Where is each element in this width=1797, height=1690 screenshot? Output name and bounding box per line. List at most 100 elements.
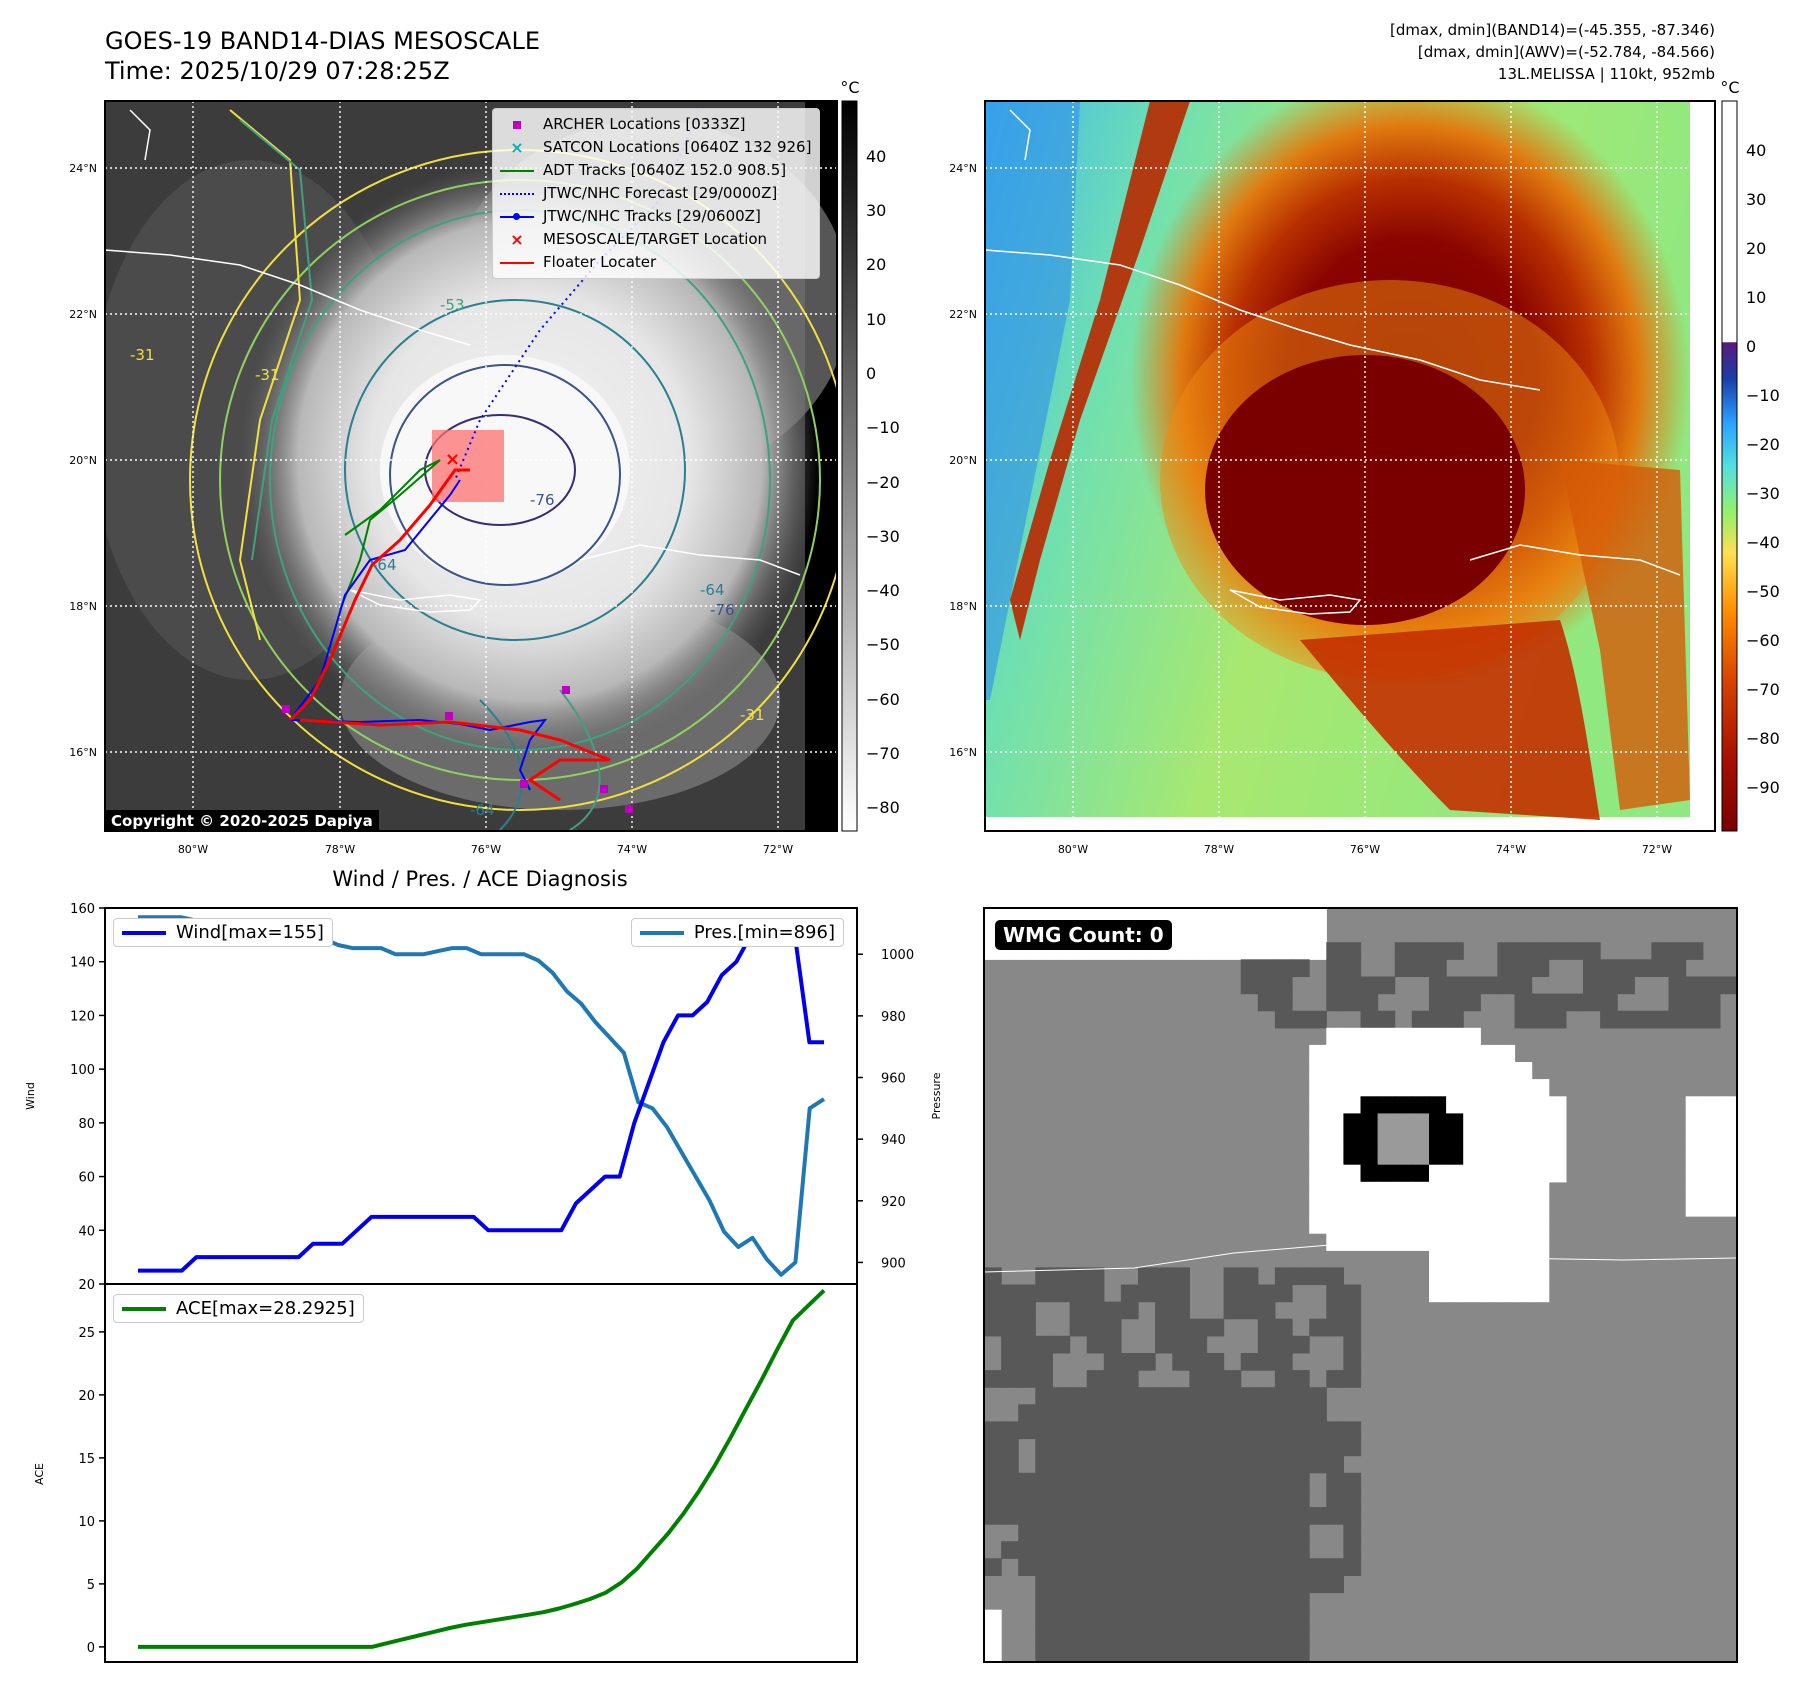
legend-label: SATCON Locations [0640Z 132 926] bbox=[543, 138, 812, 156]
raster-cell bbox=[1685, 993, 1704, 1012]
raster-cell bbox=[1702, 993, 1721, 1012]
raster-cell bbox=[1446, 1284, 1464, 1303]
raster-cell bbox=[1069, 1301, 1088, 1320]
raster-cell bbox=[1514, 1010, 1533, 1029]
raster-cell bbox=[1223, 1370, 1242, 1388]
right-colorbar-ticks: 40 30 20 10 0 −10 −20 −30 −40 −50 −60 −7… bbox=[1746, 141, 1780, 797]
raster-cell bbox=[1685, 1130, 1704, 1149]
raster-cell bbox=[1274, 1421, 1293, 1440]
raster-cell bbox=[1138, 1524, 1156, 1542]
raster-cell bbox=[1189, 908, 1208, 926]
raster-cell bbox=[1548, 1147, 1567, 1166]
raster-cell bbox=[1257, 1643, 1276, 1662]
raster-cell bbox=[1189, 1404, 1208, 1422]
raster-cell bbox=[1240, 1626, 1259, 1645]
floater-track bbox=[288, 468, 611, 802]
raster-cell bbox=[1360, 1147, 1379, 1166]
raster-cell bbox=[1018, 1284, 1036, 1303]
raster-cell bbox=[1394, 1027, 1413, 1046]
line-icon bbox=[639, 930, 684, 935]
raster-cell bbox=[1326, 976, 1344, 995]
raster-cell bbox=[1326, 1062, 1344, 1080]
colorbar-tick: 0 bbox=[1746, 337, 1756, 356]
raster-cell bbox=[1274, 1592, 1293, 1611]
raster-cell bbox=[1035, 1284, 1053, 1303]
raster-cell bbox=[1480, 1079, 1498, 1097]
raster-cell bbox=[1531, 1079, 1550, 1097]
raster-cell bbox=[1326, 1267, 1344, 1286]
raster-cell bbox=[1514, 1267, 1533, 1286]
raster-cell bbox=[1514, 1284, 1533, 1303]
ace-tick-label: 10 bbox=[78, 1515, 95, 1530]
raster-cell bbox=[1257, 1626, 1276, 1645]
raster-cell bbox=[1548, 942, 1567, 960]
raster-cell bbox=[1103, 1489, 1122, 1508]
raster-cell bbox=[1446, 942, 1464, 960]
contour-label: -31 bbox=[740, 706, 765, 724]
raster-cell bbox=[1223, 1575, 1242, 1594]
raster-cell bbox=[1309, 942, 1327, 960]
raster-cell bbox=[1446, 1062, 1464, 1080]
raster-cell bbox=[1531, 1250, 1550, 1268]
raster-cell bbox=[1206, 1592, 1225, 1611]
lat-tick-label: 18°N bbox=[949, 600, 977, 613]
raster-cell bbox=[1292, 1575, 1310, 1594]
raster-cell bbox=[984, 1472, 1002, 1491]
raster-cell bbox=[1343, 1370, 1362, 1388]
colorbar-tick: 0 bbox=[866, 364, 876, 383]
raster-cell bbox=[1411, 1130, 1430, 1149]
raster-cell bbox=[1531, 959, 1550, 977]
raster-cell bbox=[1052, 1558, 1071, 1576]
raster-cell bbox=[1223, 1387, 1242, 1405]
raster-cell bbox=[1001, 1541, 1019, 1559]
raster-cell bbox=[1360, 976, 1379, 995]
legend-label: JTWC/NHC Tracks [29/0600Z] bbox=[543, 207, 761, 225]
raster-cell bbox=[1018, 1335, 1036, 1354]
raster-cell bbox=[1206, 1421, 1225, 1440]
dotted-line-icon bbox=[499, 184, 535, 204]
x-marker-icon: × bbox=[510, 230, 524, 249]
colorbar-tick: −10 bbox=[1746, 386, 1780, 405]
raster-cell bbox=[1086, 1335, 1105, 1354]
raster-cell bbox=[1429, 1062, 1447, 1080]
raster-cell bbox=[1086, 1541, 1105, 1559]
raster-cell bbox=[1326, 1027, 1344, 1046]
raster-cell bbox=[1394, 959, 1413, 977]
raster-cell bbox=[1035, 1370, 1053, 1388]
raster-cell bbox=[1240, 1438, 1259, 1457]
raster-cell bbox=[1429, 976, 1447, 995]
raster-cell bbox=[1446, 1250, 1464, 1268]
raster-cell bbox=[1446, 993, 1464, 1012]
wmg-count-badge: WMG Count: 0 bbox=[995, 920, 1172, 950]
raster-cell bbox=[1206, 1643, 1225, 1662]
raster-cell bbox=[1531, 1096, 1550, 1114]
legend-label: Pres.[min=896] bbox=[693, 922, 835, 943]
raster-cell bbox=[984, 1643, 1002, 1662]
raster-cell bbox=[1086, 1609, 1105, 1628]
raster-cell bbox=[1394, 1062, 1413, 1080]
raster-cell bbox=[1514, 976, 1533, 995]
raster-cell bbox=[1018, 1558, 1036, 1576]
raster-cell bbox=[1189, 1353, 1208, 1371]
raster-cell bbox=[1531, 1284, 1550, 1303]
raster-cell bbox=[1240, 1489, 1259, 1508]
colorbar-tick: −30 bbox=[1746, 484, 1780, 503]
raster-cell bbox=[1035, 1353, 1053, 1371]
raster-cell bbox=[1206, 1472, 1225, 1491]
raster-cell bbox=[1155, 1626, 1173, 1645]
raster-cell bbox=[1223, 1489, 1242, 1508]
raster-cell bbox=[1018, 1489, 1036, 1508]
raster-cell bbox=[1035, 1404, 1053, 1422]
raster-cell bbox=[1360, 1096, 1379, 1114]
raster-cell bbox=[1326, 1130, 1344, 1149]
raster-cell bbox=[1292, 1267, 1310, 1286]
raster-cell bbox=[1069, 1267, 1088, 1286]
figure-title-line2: Time: 2025/10/29 07:28:25Z bbox=[105, 57, 450, 85]
raster-cell bbox=[1429, 1267, 1447, 1286]
raster-cell bbox=[1651, 959, 1670, 977]
raster-cell bbox=[1292, 1592, 1310, 1611]
raster-cell bbox=[1206, 1438, 1225, 1457]
raster-cell bbox=[1531, 1216, 1550, 1234]
raster-cell bbox=[1155, 1421, 1173, 1440]
x-marker-icon: × bbox=[510, 138, 524, 157]
